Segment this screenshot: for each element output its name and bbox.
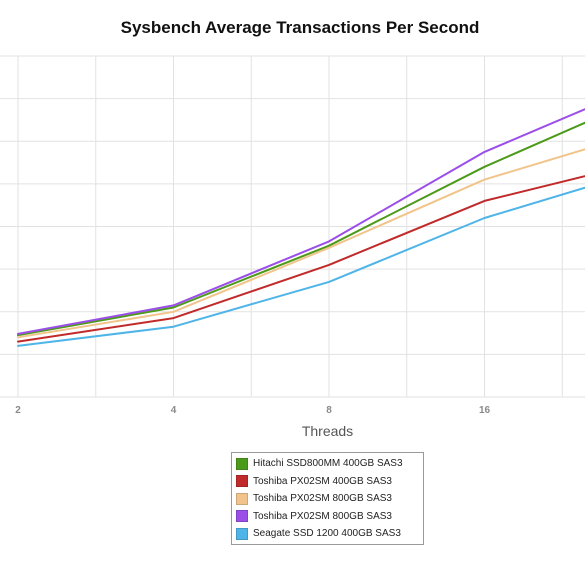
x-tick-label: 8	[326, 405, 332, 416]
series-line-0	[17, 121, 585, 337]
legend-label: Toshiba PX02SM 400GB SAS3	[253, 475, 392, 487]
line-chart: 2 4 8 16	[0, 55, 585, 416]
legend: Hitachi SSD800MM 400GB SAS3 Toshiba PX02…	[231, 452, 424, 545]
x-axis-title: Threads	[301, 423, 354, 439]
series-line-2	[17, 148, 585, 339]
legend-item-seagate-ssd-1200[interactable]: Seagate SSD 1200 400GB SAS3	[236, 525, 423, 543]
chart-title: Sysbench Average Transactions Per Second	[120, 18, 480, 37]
legend-label: Toshiba PX02SM 800GB SAS3	[253, 510, 392, 522]
legend-swatch	[236, 510, 248, 523]
series-line-3	[17, 108, 585, 335]
legend-label: Toshiba PX02SM 800GB SAS3	[253, 493, 392, 505]
series-line-1	[17, 175, 585, 343]
x-tick-label: 4	[171, 405, 177, 416]
legend-item-toshiba-px02sm-800gb-b[interactable]: Toshiba PX02SM 800GB SAS3	[236, 508, 423, 526]
legend-item-toshiba-px02sm-800gb-a[interactable]: Toshiba PX02SM 800GB SAS3	[236, 490, 423, 508]
legend-swatch	[236, 527, 248, 540]
legend-item-toshiba-px02sm-400gb[interactable]: Toshiba PX02SM 400GB SAS3	[236, 473, 423, 491]
legend-item-hitachi-ssd800mm[interactable]: Hitachi SSD800MM 400GB SAS3	[236, 455, 423, 473]
x-tick-label: 16	[479, 405, 491, 416]
legend-swatch	[236, 475, 248, 488]
x-tick-label: 2	[15, 405, 21, 416]
legend-swatch	[236, 457, 248, 470]
legend-swatch	[236, 492, 248, 505]
legend-label: Seagate SSD 1200 400GB SAS3	[253, 528, 401, 540]
series-line-4	[17, 186, 585, 347]
legend-label: Hitachi SSD800MM 400GB SAS3	[253, 458, 403, 470]
